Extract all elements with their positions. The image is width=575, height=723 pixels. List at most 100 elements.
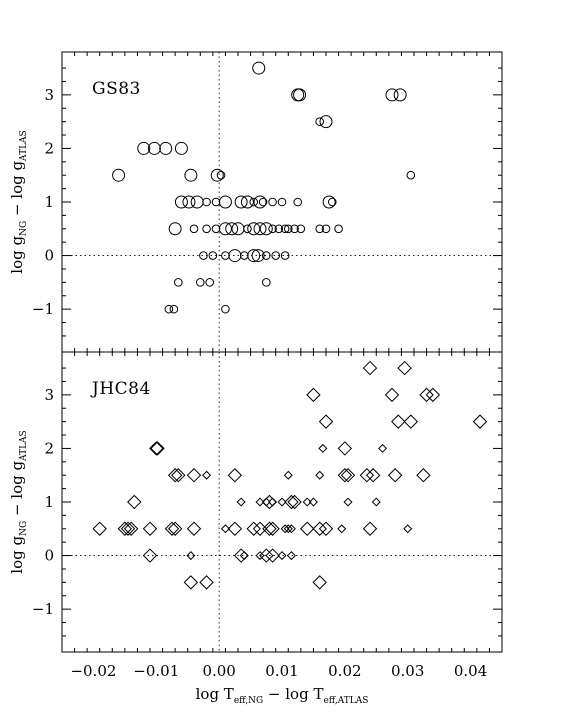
data-point-circle [280,224,290,234]
data-point-circle [322,195,336,209]
data-point-diamond [318,414,334,429]
data-point-circle [251,249,265,263]
data-point-diamond [472,414,488,429]
data-point-diamond [283,524,293,534]
data-point-diamond [277,497,287,507]
data-point-circle [182,195,196,209]
y-tick-label: 2 [44,439,54,457]
panel-gs83: −1 0 1 2 3 GS83 log gNG − log gATLAS [8,51,503,353]
data-point-diamond [302,497,312,507]
data-point-circle [290,224,299,234]
data-point-diamond [425,387,441,403]
data-point-circle [293,197,303,207]
data-point-circle [268,197,277,207]
data-point-diamond [167,521,183,536]
data-point-circle [240,195,254,209]
y-tick-label: −1 [32,600,54,618]
data-point-diamond [371,497,381,507]
data-point-diamond [255,497,265,507]
data-point-circle [234,195,248,209]
data-point-circle [208,251,218,260]
data-point-diamond [167,468,183,483]
data-point-diamond [308,497,318,507]
data-point-diamond [299,521,315,536]
data-point-diamond [362,521,378,536]
y-tick-label: −1 [32,300,54,318]
data-point-diamond [227,468,243,483]
data-point-diamond [416,468,431,483]
data-point-circle [334,224,343,234]
data-point-circle [252,61,266,75]
data-point-diamond [92,521,107,536]
data-point-diamond [315,470,325,480]
data-point-diamond [280,524,290,534]
data-point-diamond [397,360,412,376]
data-point-diamond [252,521,268,536]
data-point-circle [195,278,205,287]
data-point-circle [274,224,284,234]
data-point-circle [258,197,268,207]
data-point-diamond [283,470,293,480]
data-point-diamond [171,468,186,483]
data-point-diamond [149,441,164,456]
data-point-circle [216,170,226,180]
data-point-circle [268,224,277,234]
y-tick-label: 3 [44,86,54,104]
y-tick-label: 1 [44,493,54,511]
x-tick-label: 0.00 [202,662,235,680]
data-point-circle [164,304,174,314]
data-point-diamond [142,521,158,536]
data-point-circle [159,141,173,155]
data-point-circle [147,141,161,155]
y-axis-title: log gNG − log gATLAS [8,430,29,573]
data-point-circle [293,88,307,102]
data-point-circle [243,224,252,234]
x-tick-label: 0.02 [328,662,361,680]
data-point-diamond [164,521,180,536]
data-point-diamond [120,521,136,536]
y-tick-label: 0 [44,247,54,265]
y-tick-label: 1 [44,193,54,211]
data-point-circle [247,222,261,236]
data-point-circle [406,170,416,180]
data-point-diamond [255,551,265,561]
data-point-diamond [286,551,296,561]
y-tick-label: 0 [44,547,54,565]
data-point-circle [296,224,306,234]
data-point-circle [319,115,333,129]
data-point-diamond [365,468,381,483]
data-point-diamond [318,521,334,536]
data-point-diamond [318,443,328,453]
y-axis-title: log gNG − log gATLAS [8,130,29,273]
data-point-diamond [127,494,142,510]
data-point-diamond [312,575,327,590]
data-point-diamond [239,551,249,561]
data-point-circle [253,222,267,236]
panel-label: JHC84 [90,379,151,399]
data-point-diamond [259,548,274,563]
panel-jhc84: −1 0 1 2 3 −0.02 −0.01 0.00 0.01 0.02 0.03 0.04 JHC8… [8,351,503,706]
data-point-diamond [236,497,246,507]
data-point-circle [174,195,188,209]
data-point-diamond [220,524,230,534]
data-point-diamond [384,387,400,403]
data-point-circle [205,278,215,287]
data-point-diamond [306,387,321,403]
data-point-circle [189,224,199,234]
x-axis-title: log Teff,NG − log Teff,ATLAS [196,685,369,706]
data-point-diamond [117,521,133,536]
data-point-diamond [142,548,158,563]
data-point-circle [221,304,230,314]
panel-label: GS83 [92,79,141,99]
data-point-circle [327,197,337,207]
data-point-circle [169,304,179,314]
x-tick-label: 0.04 [454,662,487,680]
data-point-diamond [246,521,261,536]
data-point-circle [112,168,126,182]
data-point-diamond [337,441,353,456]
data-point-diamond [419,387,434,403]
data-point-circle [173,278,183,287]
data-point-diamond [186,468,202,483]
data-point-diamond [337,524,347,534]
